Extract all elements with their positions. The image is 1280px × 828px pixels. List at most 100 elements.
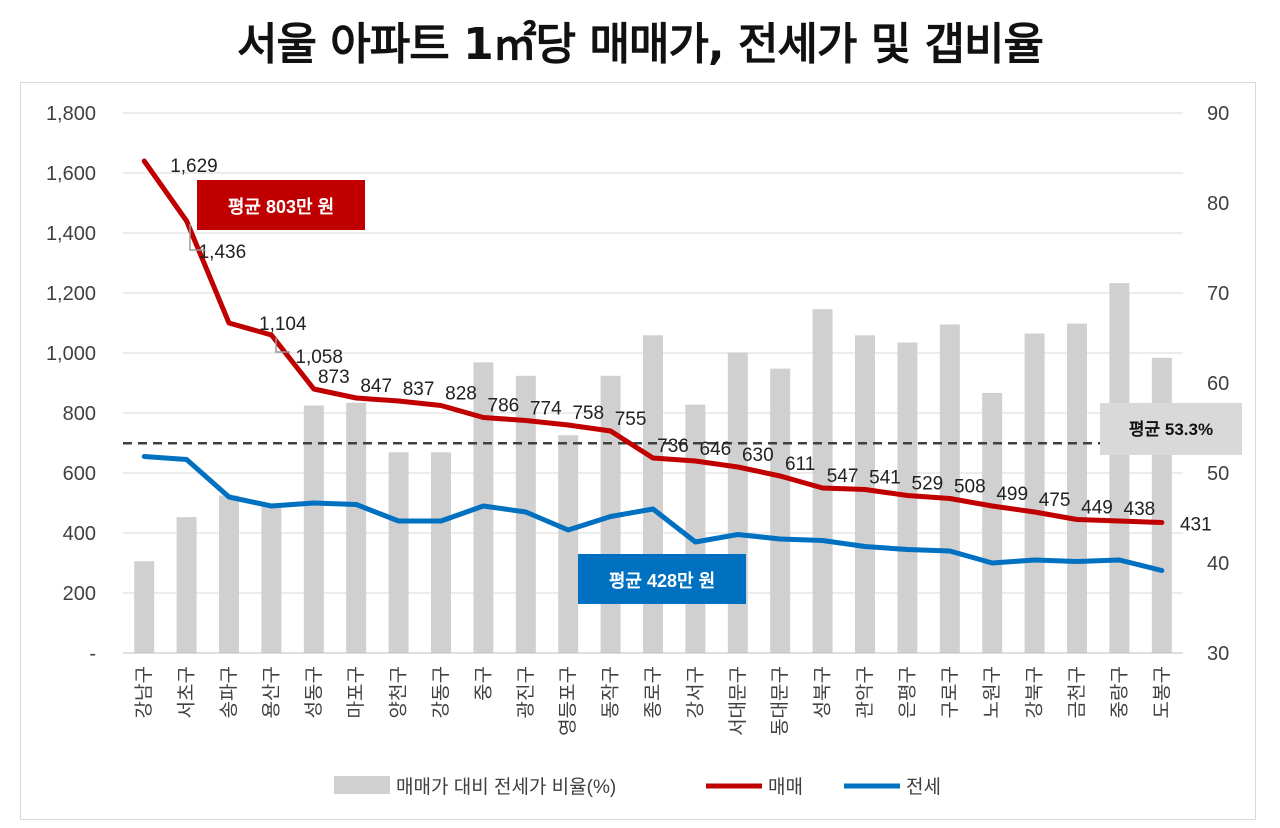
left-tick-label: 400	[63, 523, 96, 545]
sale-data-label: 786	[488, 396, 520, 417]
category-label: 중랑구	[1108, 666, 1130, 718]
right-tick-label: 50	[1207, 463, 1229, 485]
legend-label-jeonse: 전세	[906, 776, 941, 798]
legend-label-sale: 매매	[768, 776, 803, 798]
category-label: 강동구	[430, 666, 452, 718]
jeonse-average-label: 평균 428만 원	[609, 571, 715, 591]
jeonse-average-box	[578, 554, 746, 604]
left-tick-label: 1,800	[46, 103, 96, 125]
right-tick-label: 80	[1207, 193, 1229, 215]
category-label: 영등포구	[557, 666, 579, 736]
ratio-bar	[134, 561, 155, 653]
category-label: 도봉구	[1152, 666, 1173, 718]
ratio-bar	[643, 335, 663, 653]
category-label: 양천구	[388, 666, 410, 718]
left-axis: - 200 400 600 800 1,000 1,200 1,400 1,600 1,800	[46, 103, 96, 665]
left-tick-label: 1,200	[46, 283, 96, 305]
sale-average-box	[197, 180, 365, 230]
category-label: 금천구	[1066, 666, 1088, 718]
ratio-bar	[1109, 283, 1130, 653]
left-tick-label: 1,400	[46, 223, 96, 245]
left-tick-label: 600	[63, 463, 96, 485]
sale-data-label: 755	[615, 409, 647, 430]
ratio-bar	[770, 368, 791, 653]
average-ratio-box	[1100, 403, 1242, 455]
sale-data-label: 547	[827, 466, 859, 487]
average-ratio: 평균 53.3%	[123, 403, 1242, 455]
ratio-bar	[261, 504, 282, 653]
category-label: 서대문구	[727, 666, 749, 736]
sale-data-label: 736	[657, 436, 689, 457]
jeonse-line	[141, 454, 1165, 573]
sale-data-label: 646	[700, 439, 732, 460]
leader-line	[189, 224, 205, 251]
ratio-bar	[303, 405, 324, 653]
ratio-bar	[812, 309, 833, 653]
legend-label-ratio: 매매가 대비 전세가 비율(%)	[396, 776, 616, 798]
ratio-bar	[1067, 323, 1087, 653]
average-ratio-label: 평균 53.3%	[1129, 420, 1213, 439]
legend: 매매가 대비 전세가 비율(%) 매매 전세	[334, 776, 941, 798]
ratio-bar	[431, 452, 451, 653]
ratio-bar	[855, 335, 875, 653]
left-tick-label: -	[89, 643, 96, 665]
sale-data-label: 541	[869, 468, 901, 489]
sale-data-label: 774	[530, 399, 562, 420]
left-tick-label: 800	[63, 403, 96, 425]
ratio-bar	[939, 324, 960, 653]
ratio-bar	[558, 435, 579, 653]
category-label: 송파구	[218, 666, 240, 718]
sale-data-label: 1,436	[199, 242, 247, 263]
legend-swatch-ratio	[334, 776, 390, 794]
category-label: 광진구	[515, 666, 537, 718]
sale-data-label: 828	[445, 384, 477, 405]
category-label: 관악구	[854, 666, 876, 718]
sale-data-label: 847	[360, 376, 392, 397]
ratio-bar	[1024, 333, 1045, 653]
ratio-bar	[982, 392, 1003, 653]
sale-data-label: 873	[318, 367, 350, 388]
average-callouts: 평균 803만 원평균 428만 원	[197, 180, 746, 604]
category-label: 구로구	[940, 666, 961, 718]
category-label: 은평구	[896, 666, 918, 718]
category-label: 강남구	[133, 666, 155, 718]
sale-data-label: 438	[1124, 499, 1156, 520]
ratio-bar	[388, 452, 409, 653]
sale-data-label: 630	[742, 445, 774, 466]
sale-data-label: 475	[1039, 490, 1071, 511]
left-tick-label: 200	[63, 583, 96, 605]
category-label: 성동구	[303, 666, 325, 718]
sale-data-label: 611	[785, 454, 815, 475]
right-tick-label: 90	[1207, 103, 1229, 125]
left-tick-label: 1,000	[46, 343, 96, 365]
category-label: 강서구	[684, 666, 706, 718]
category-label: 성북구	[812, 666, 834, 718]
sale-data-label: 1,629	[170, 156, 218, 177]
right-tick-label: 60	[1207, 373, 1229, 395]
series-lines	[141, 158, 1165, 573]
category-label: 서초구	[176, 666, 198, 718]
ratio-bar	[176, 517, 197, 653]
category-label: 노원구	[981, 666, 1003, 718]
sale-data-label: 449	[1081, 498, 1113, 519]
sale-data-label: 1,104	[259, 314, 307, 335]
sale-average-label: 평균 803만 원	[228, 197, 334, 217]
chart-frame	[20, 82, 1256, 820]
right-tick-label: 70	[1207, 283, 1229, 305]
ratio-bar	[346, 402, 367, 653]
sale-data-label: 431	[1180, 515, 1212, 536]
sale-data-label: 529	[912, 474, 944, 495]
x-axis: 강남구 서초구 송파구 용산구 성동구 마포구 양천구 강동구 중구 광진구 영등포구 동작구 종로구 강…	[123, 652, 1183, 736]
category-label: 종로구	[643, 666, 664, 718]
right-tick-label: 40	[1207, 553, 1229, 575]
category-label: 강북구	[1024, 666, 1046, 718]
category-label: 마포구	[345, 666, 367, 718]
ratio-bar	[727, 352, 748, 653]
leader-line	[275, 338, 290, 353]
category-label: 동작구	[600, 666, 622, 718]
right-axis: 30 40 50 60 70 80 90	[1207, 103, 1229, 665]
chart-title: 서울 아파트 1㎡당 매매가, 전세가 및 갭비율	[237, 19, 1044, 70]
left-tick-label: 1,600	[46, 163, 96, 185]
